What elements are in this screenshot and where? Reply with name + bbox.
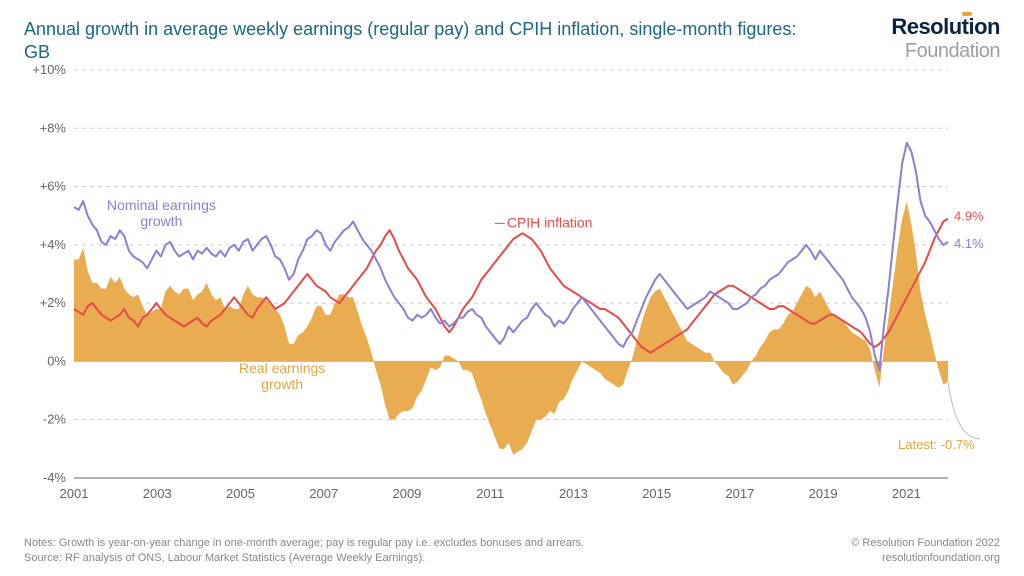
- ytick-label: -2%: [43, 412, 67, 427]
- xtick-label: 2011: [476, 486, 504, 501]
- xtick-label: 2009: [392, 486, 421, 501]
- ytick-label: +8%: [40, 120, 67, 135]
- logo-accent-icon: [962, 12, 972, 16]
- real-latest-label: Latest: -0.7%: [898, 437, 975, 452]
- xtick-label: 2003: [143, 486, 172, 501]
- ytick-label: +10%: [32, 64, 66, 77]
- xtick-label: 2017: [725, 486, 754, 501]
- xtick-label: 2007: [309, 486, 338, 501]
- logo-bottom-text: Foundation: [891, 40, 1000, 63]
- cpih-end-label: 4.9%: [954, 209, 984, 224]
- nominal-end-label: 4.1%: [954, 236, 984, 251]
- cpih-series-label: CPIH inflation: [507, 214, 593, 230]
- xtick-label: 2015: [642, 486, 671, 501]
- ytick-label: +4%: [40, 237, 67, 252]
- real-series-label: Real earnings: [239, 360, 325, 376]
- ytick-label: 0%: [47, 353, 66, 368]
- chart-title: Annual growth in average weekly earnings…: [24, 18, 824, 65]
- footer: Notes: Growth is year-on-year change in …: [24, 536, 1000, 566]
- footer-right: © Resolution Foundation 2022 resolutionf…: [851, 536, 1000, 566]
- nominal-series-label: Nominal earnings: [107, 197, 216, 213]
- notes-line: Notes: Growth is year-on-year change in …: [24, 536, 584, 551]
- ytick-label: -4%: [43, 470, 67, 485]
- copyright-line: © Resolution Foundation 2022: [851, 536, 1000, 551]
- brand-logo: Resolution Foundation: [891, 14, 1000, 63]
- url-line: resolutionfoundation.org: [851, 551, 1000, 566]
- xtick-label: 2021: [892, 486, 921, 501]
- footer-notes: Notes: Growth is year-on-year change in …: [24, 536, 584, 566]
- real-series-label: growth: [261, 376, 303, 392]
- chart-area: -4% -2% 0% +2% +4% +6% +8% +10% 2001 2003 2005 2007…: [24, 64, 1000, 514]
- xtick-label: 2019: [809, 486, 838, 501]
- xtick-label: 2001: [60, 486, 89, 501]
- xtick-label: 2013: [559, 486, 588, 501]
- logo-top-text: Resolution: [891, 14, 1000, 40]
- ytick-label: +2%: [40, 295, 67, 310]
- chart-svg: -4% -2% 0% +2% +4% +6% +8% +10% 2001 2003 2005 2007…: [24, 64, 1000, 514]
- xtick-label: 2005: [226, 486, 255, 501]
- source-line: Source: RF analysis of ONS, Labour Marke…: [24, 551, 584, 566]
- nominal-series-label: growth: [140, 213, 182, 229]
- ytick-label: +6%: [40, 179, 67, 194]
